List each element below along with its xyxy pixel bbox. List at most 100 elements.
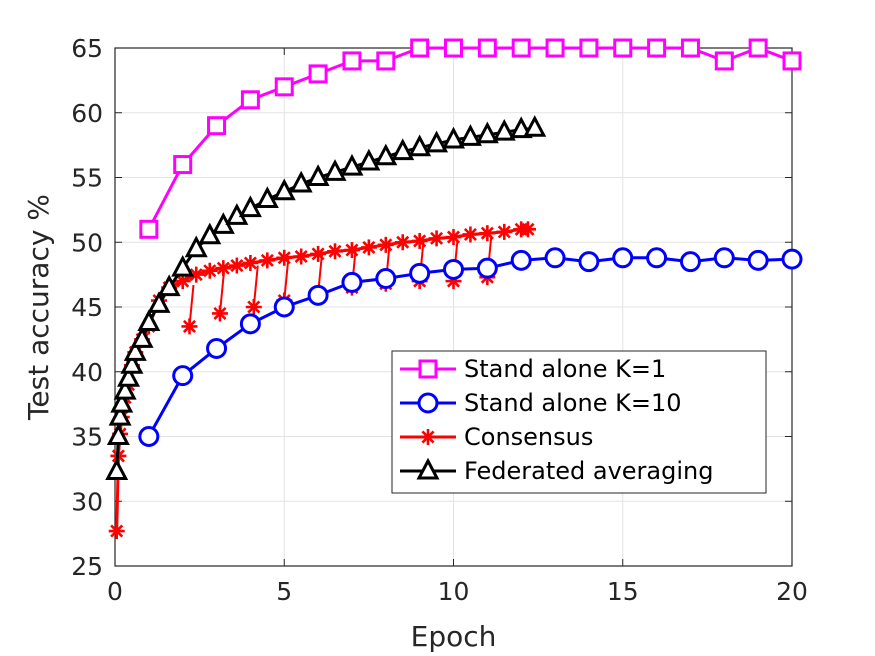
- data-point: [184, 235, 208, 258]
- data-point: [646, 247, 668, 269]
- data-point: [198, 222, 222, 245]
- legend-marker: [416, 457, 440, 480]
- x-tick-label: 10: [438, 577, 470, 606]
- asterisk-stroke: [521, 222, 535, 236]
- asterisk-stroke: [243, 256, 257, 270]
- data-point: [108, 403, 132, 426]
- data-point: [545, 38, 565, 58]
- asterisk-stroke: [216, 261, 230, 275]
- data-point: [714, 51, 734, 71]
- data-point: [293, 248, 310, 265]
- data-point: [376, 51, 396, 71]
- x-tick-label: 0: [107, 577, 123, 606]
- data-point: [713, 247, 735, 269]
- x-axis-label: Epoch: [411, 620, 497, 653]
- y-tick-label: 35: [71, 423, 103, 452]
- data-point: [274, 77, 294, 97]
- data-point: [105, 458, 129, 480]
- data-point: [113, 377, 137, 400]
- data-point: [374, 143, 398, 166]
- data-point: [242, 254, 259, 271]
- legend-item: Stand alone K=10: [400, 389, 681, 417]
- y-tick-label: 60: [71, 99, 103, 128]
- data-point: [523, 115, 547, 137]
- data-point: [781, 248, 803, 270]
- data-point: [782, 51, 802, 71]
- legend-item: Federated averaging: [400, 457, 713, 485]
- asterisk-stroke: [421, 430, 435, 444]
- data-point: [289, 170, 313, 193]
- data-point: [340, 153, 364, 176]
- data-point: [276, 249, 293, 266]
- legend-marker: [417, 392, 439, 414]
- data-point: [410, 38, 430, 58]
- y-axis-label: Test accuracy %: [22, 194, 55, 421]
- data-point: [123, 339, 147, 361]
- data-point: [238, 195, 262, 218]
- data-point: [360, 239, 377, 256]
- data-point: [239, 313, 261, 335]
- y-tick-label: 50: [71, 228, 103, 257]
- legend-label: Stand alone K=10: [464, 389, 681, 417]
- asterisk-stroke: [446, 230, 461, 244]
- y-tick-label: 25: [71, 552, 103, 581]
- y-tick-label: 45: [71, 293, 103, 322]
- asterisk-stroke: [213, 306, 227, 320]
- data-point: [307, 284, 329, 306]
- asterisk-stroke: [182, 319, 196, 333]
- data-point: [511, 38, 531, 58]
- asterisk-stroke: [396, 235, 410, 249]
- asterisk-stroke: [110, 524, 124, 538]
- data-point: [442, 126, 465, 149]
- data-point: [259, 252, 276, 269]
- legend: Stand alone K=1 Stand alone K=10 Consensus…: [391, 350, 767, 494]
- asterisk-stroke: [480, 226, 494, 240]
- data-point: [443, 258, 464, 280]
- data-point: [479, 225, 496, 242]
- data-point: [477, 38, 497, 58]
- data-point: [323, 159, 347, 181]
- data-point: [172, 365, 194, 387]
- dip-point: [181, 318, 198, 335]
- asterisk-stroke: [430, 231, 444, 245]
- dip-point: [245, 299, 262, 315]
- series-stand-alone-k-10: [138, 247, 803, 447]
- data-point: [273, 296, 295, 318]
- asterisk-stroke: [230, 259, 244, 273]
- data-point: [130, 326, 154, 348]
- data-point: [139, 219, 159, 239]
- data-point: [308, 64, 328, 84]
- data-point: [240, 90, 260, 110]
- series-federated-averaging: [105, 115, 547, 480]
- data-point: [306, 164, 330, 186]
- data-point: [391, 138, 415, 161]
- data-point: [137, 309, 161, 332]
- legend-item: Stand alone K=1: [400, 355, 666, 383]
- data-point: [747, 249, 769, 271]
- data-point: [171, 254, 195, 277]
- data-point: [748, 38, 768, 58]
- data-point: [425, 130, 449, 153]
- data-point: [613, 38, 633, 58]
- data-point: [117, 365, 141, 387]
- data-point: [310, 245, 327, 262]
- y-tick-label: 40: [71, 358, 103, 387]
- data-point: [496, 223, 513, 240]
- data-point: [510, 249, 532, 271]
- data-point: [255, 186, 279, 209]
- asterisk-stroke: [497, 225, 511, 239]
- asterisk-stroke: [260, 253, 274, 267]
- asterisk-stroke: [294, 249, 308, 264]
- asterisk-stroke: [247, 300, 261, 314]
- asterisk-stroke: [379, 238, 393, 252]
- data-point: [458, 124, 482, 146]
- data-point: [612, 247, 634, 269]
- data-point: [444, 38, 463, 58]
- data-point: [579, 38, 599, 58]
- legend-box: [391, 350, 767, 494]
- data-point: [138, 426, 160, 447]
- y-tick-label: 65: [71, 34, 103, 63]
- x-tick-label: 20: [776, 577, 808, 606]
- data-point: [342, 51, 362, 71]
